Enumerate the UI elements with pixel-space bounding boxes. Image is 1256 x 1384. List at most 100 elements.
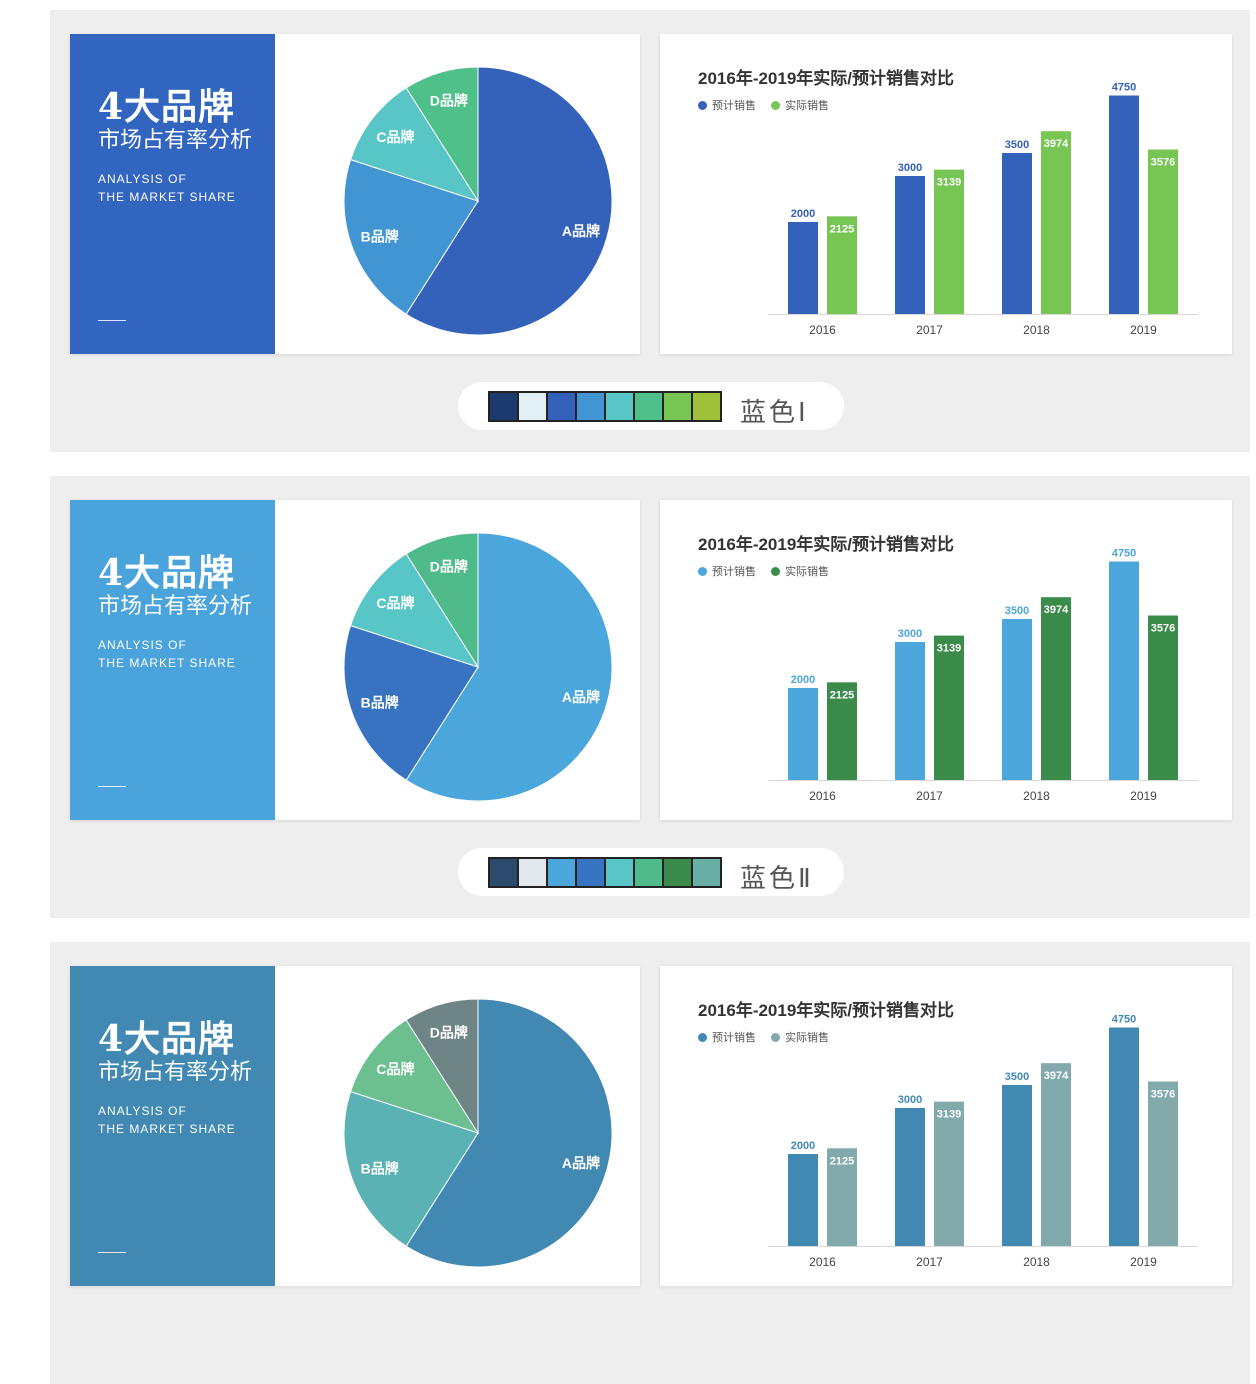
x-tick-label-2019: 2019 [1130,789,1157,803]
bar-value-label: 2000 [791,674,815,686]
legend-item-actual: 实际销售 [771,97,829,113]
bar-2018-实际销售 [1041,1063,1071,1246]
slide-title: 4大品牌 [98,86,236,128]
legend-dot-forecast [698,1032,707,1042]
slide-title: 4大品牌 [98,552,236,594]
bar-2018-实际销售 [1041,131,1071,314]
bar-value-label: 3139 [937,643,961,655]
color-swatch-8 [693,393,720,420]
bar-2017-预计销售 [895,1108,925,1246]
x-tick-label-2017: 2017 [916,789,943,803]
x-tick-label-2016: 2016 [809,1255,836,1269]
bar-2018-实际销售 [1041,597,1071,780]
bar-slide: 2016年-2019年实际/预计销售对比 预计销售 实际销售 2000 2125 2… [660,966,1232,1286]
title-divider [98,320,126,321]
slide-en-line-2: THE MARKET SHARE [98,1122,236,1136]
bar-2019-实际销售 [1148,615,1178,780]
color-swatch-8 [693,859,720,886]
bar-2019-实际销售 [1148,1081,1178,1246]
pie-label-D品牌: D品牌 [430,1025,468,1041]
bar-slide: 2016年-2019年实际/预计销售对比 预计销售 实际销售 2000 2125 2… [660,500,1232,820]
bar-value-label: 3500 [1005,139,1029,151]
bar-2017-预计销售 [895,176,925,314]
legend-dot-forecast [698,100,707,110]
slide-en-line-1: ANALYSIS OF [98,638,187,652]
slide-en-line-1: ANALYSIS OF [98,1104,187,1118]
bar-value-label: 3576 [1151,157,1175,169]
pie-slice-C品牌 [349,87,480,202]
color-swatch-4 [577,859,604,886]
pie-label-A品牌: A品牌 [562,223,600,239]
bar-2017-实际销售 [934,635,964,780]
color-swatch-3 [548,393,575,420]
pie-label-D品牌: D品牌 [430,93,468,109]
palette-section-3: 4大品牌 市场占有率分析 ANALYSIS OF THE MARKET SHAR… [50,942,1250,1384]
sales-bar-chart: 2000 2125 2016 3000 3139 2017 3500 3974 2018 4750… [768,548,1198,803]
slide-en-line-1: ANALYSIS OF [98,172,187,186]
slide-en-line-2: THE MARKET SHARE [98,656,236,670]
bar-2019-预计销售 [1109,1027,1139,1246]
color-swatch-2 [519,393,546,420]
legend-label-forecast: 预计销售 [712,566,756,578]
bar-2019-预计销售 [1109,95,1139,314]
pie-slice-B品牌 [343,624,479,781]
sales-bar-chart: 2000 2125 2016 3000 3139 2017 3500 3974 2018 4750… [768,82,1198,337]
color-swatch-6 [635,859,662,886]
market-share-pie-chart: A品牌 B品牌 C品牌 D品牌 [343,532,613,802]
palette-swatch-strip [488,857,722,888]
pie-label-C品牌: C品牌 [376,1061,414,1077]
color-swatch-7 [664,393,691,420]
bar-2018-预计销售 [1002,153,1032,314]
palette-name: 蓝色Ⅰ [740,397,809,427]
pie-slice-B品牌 [343,158,479,315]
bar-2018-预计销售 [1002,1085,1032,1246]
bar-value-label: 3576 [1151,1089,1175,1101]
bar-chart-title: 2016年-2019年实际/预计销售对比 [698,1001,955,1020]
slide-subtitle: 市场占有率分析 [98,1059,253,1084]
bar-value-label: 3974 [1044,604,1069,616]
bar-2019-实际销售 [1148,149,1178,314]
color-swatch-1 [490,393,517,420]
legend-item-forecast: 预计销售 [698,1029,756,1045]
slide-subtitle: 市场占有率分析 [98,593,253,618]
legend-dot-forecast [698,566,707,576]
bar-value-label: 2000 [791,1140,815,1152]
color-swatch-7 [664,859,691,886]
x-tick-label-2018: 2018 [1023,1255,1050,1269]
bar-value-label: 2125 [830,689,854,701]
x-tick-label-2016: 2016 [809,323,836,337]
legend-label-actual: 实际销售 [785,566,830,578]
bar-2016-预计销售 [788,688,818,780]
bar-chart-title: 2016年-2019年实际/预计销售对比 [698,69,955,88]
title-panel: 4大品牌 市场占有率分析 ANALYSIS OF THE MARKET SHAR… [70,34,275,354]
palette-swatch-pill: 蓝色Ⅰ [458,382,844,430]
bar-value-label: 3576 [1151,623,1175,635]
title-panel: 4大品牌 市场占有率分析 ANALYSIS OF THE MARKET SHAR… [70,966,275,1286]
pie-slice-C品牌 [349,1019,480,1134]
market-share-pie-chart: A品牌 B品牌 C品牌 D品牌 [343,998,613,1268]
legend-item-forecast: 预计销售 [698,563,756,579]
bar-2016-预计销售 [788,1154,818,1246]
pie-slice-D品牌 [405,998,479,1135]
bar-2018-预计销售 [1002,619,1032,780]
x-tick-label-2016: 2016 [809,789,836,803]
pie-label-B品牌: B品牌 [361,694,399,710]
pie-slice-C品牌 [349,553,480,668]
legend-item-actual: 实际销售 [771,1029,829,1045]
x-tick-label-2017: 2017 [916,323,943,337]
bar-2017-实际销售 [934,169,964,314]
bar-2017-预计销售 [895,642,925,780]
slide-title: 4大品牌 [98,1018,236,1060]
color-swatch-5 [606,393,633,420]
pie-slide: 4大品牌 市场占有率分析 ANALYSIS OF THE MARKET SHAR… [70,34,640,354]
bar-value-label: 3500 [1005,1071,1029,1083]
sales-bar-chart: 2000 2125 2016 3000 3139 2017 3500 3974 2018 4750… [768,1014,1198,1269]
legend-label-actual: 实际销售 [785,1032,830,1044]
slide-subtitle: 市场占有率分析 [98,127,253,152]
bar-2016-实际销售 [827,216,857,315]
color-swatch-6 [635,393,662,420]
bar-chart-legend: 预计销售 实际销售 [698,97,841,113]
legend-dot-actual [771,100,781,110]
bar-value-label: 4750 [1112,82,1136,94]
bar-value-label: 3500 [1005,605,1029,617]
